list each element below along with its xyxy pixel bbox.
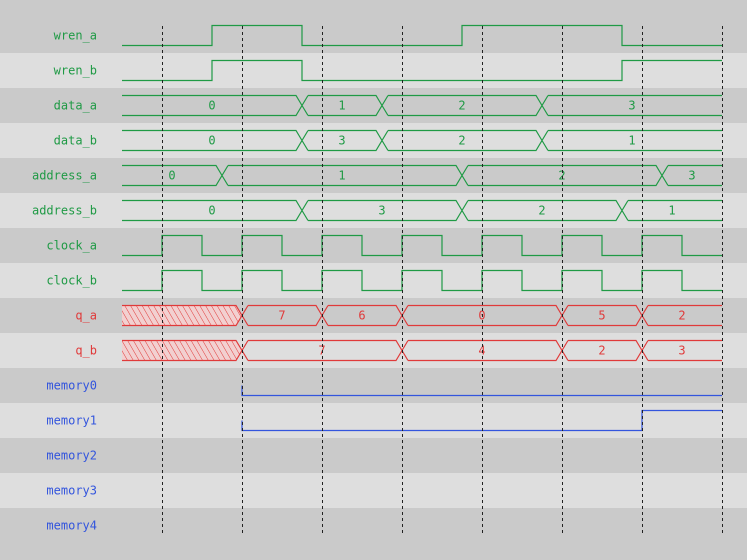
bus-value-address_b: 2 xyxy=(538,204,545,218)
signal-row xyxy=(0,18,747,53)
bus-value-address_b: 1 xyxy=(668,204,675,218)
signal-name-memory3: memory3 xyxy=(46,484,97,498)
trace-address_a xyxy=(122,164,223,187)
bus-value-address_b: 3 xyxy=(378,204,385,218)
trace-data_a xyxy=(122,94,303,117)
trace-address_b xyxy=(461,199,623,222)
trace-q_b xyxy=(641,339,722,362)
signal-name-memory4: memory4 xyxy=(46,519,97,533)
trace-data_a xyxy=(381,94,543,117)
signal-name-memory0: memory0 xyxy=(46,379,97,393)
trace-address_b xyxy=(122,199,303,222)
bus-value-address_a: 2 xyxy=(558,169,565,183)
signal-name-memory1: memory1 xyxy=(46,414,97,428)
trace-data_a xyxy=(301,94,383,117)
trace-q_a xyxy=(401,304,563,327)
trace-data_b xyxy=(541,129,722,152)
trace-q_a xyxy=(641,304,722,327)
signal-row xyxy=(0,228,747,263)
signal-row xyxy=(0,438,747,473)
bus-value-q_a: 5 xyxy=(598,309,605,323)
bus-value-data_b: 3 xyxy=(338,134,345,148)
trace-q_a xyxy=(561,304,643,327)
bus-value-q_a: 6 xyxy=(358,309,365,323)
signal-row xyxy=(0,88,747,123)
signal-row xyxy=(0,123,747,158)
trace-data_b xyxy=(381,129,543,152)
bus-value-q_b: 2 xyxy=(598,344,605,358)
signal-row xyxy=(0,53,747,88)
trace-data_b xyxy=(122,129,303,152)
trace-address_a xyxy=(461,164,663,187)
trace-wren_a xyxy=(122,24,722,47)
signal-name-wren_a: wren_a xyxy=(54,29,97,43)
signal-row xyxy=(0,193,747,228)
signal-row xyxy=(0,403,747,438)
bus-value-data_a: 2 xyxy=(458,99,465,113)
signal-name-data_b: data_b xyxy=(54,134,97,148)
signal-row xyxy=(0,333,747,368)
bus-value-address_a: 1 xyxy=(338,169,345,183)
bus-value-data_a: 1 xyxy=(338,99,345,113)
signal-row xyxy=(0,158,747,193)
signal-row xyxy=(0,298,747,333)
signal-name-q_b: q_b xyxy=(75,344,97,358)
trace-q_a xyxy=(241,304,323,327)
bus-value-address_b: 0 xyxy=(208,204,215,218)
signal-name-memory2: memory2 xyxy=(46,449,97,463)
signal-name-clock_a: clock_a xyxy=(46,239,97,253)
bus-value-data_a: 3 xyxy=(628,99,635,113)
signal-name-clock_b: clock_b xyxy=(46,274,97,288)
signal-row xyxy=(0,263,747,298)
signal-row xyxy=(0,473,747,508)
trace-q_a xyxy=(122,304,243,327)
trace-address_b xyxy=(621,199,722,222)
trace-data_b xyxy=(301,129,383,152)
trace-address_b xyxy=(301,199,463,222)
trace-wren_b xyxy=(122,59,722,82)
signal-row xyxy=(0,368,747,403)
bus-value-q_b: 3 xyxy=(678,344,685,358)
bus-value-q_a: 2 xyxy=(678,309,685,323)
signal-name-q_a: q_a xyxy=(75,309,97,323)
signal-name-address_b: address_b xyxy=(32,204,97,218)
bus-value-data_b: 1 xyxy=(628,134,635,148)
trace-address_a xyxy=(221,164,463,187)
trace-q_a xyxy=(321,304,403,327)
undefined-region-q_b xyxy=(122,340,242,361)
trace-q_b xyxy=(241,339,403,362)
trace-clock_a xyxy=(122,234,722,257)
trace-q_b xyxy=(561,339,643,362)
trace-address_a xyxy=(661,164,722,187)
bus-value-address_a: 0 xyxy=(168,169,175,183)
trace-q_b xyxy=(401,339,563,362)
bus-value-address_a: 3 xyxy=(688,169,695,183)
trace-data_a xyxy=(541,94,722,117)
trace-q_b xyxy=(122,339,243,362)
trace-clock_b xyxy=(122,269,722,292)
bus-value-data_b: 2 xyxy=(458,134,465,148)
signal-row xyxy=(0,508,747,543)
bus-value-data_b: 0 xyxy=(208,134,215,148)
bus-value-q_a: 7 xyxy=(278,309,285,323)
signal-name-data_a: data_a xyxy=(54,99,97,113)
signal-name-wren_b: wren_b xyxy=(54,64,97,78)
bus-value-data_a: 0 xyxy=(208,99,215,113)
undefined-region-q_a xyxy=(122,305,242,326)
signal-name-address_a: address_a xyxy=(32,169,97,183)
